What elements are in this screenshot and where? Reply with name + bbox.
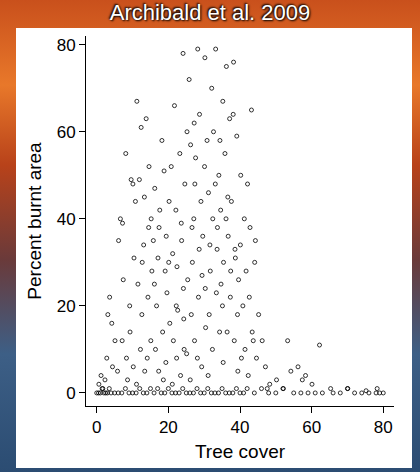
svg-text:20: 20 — [159, 418, 178, 437]
svg-text:Percent burnt area: Percent burnt area — [24, 142, 45, 300]
svg-text:40: 40 — [231, 418, 250, 437]
svg-text:Tree cover: Tree cover — [195, 441, 286, 462]
svg-text:0: 0 — [66, 384, 75, 403]
svg-text:40: 40 — [57, 210, 76, 229]
html-text:Archibald et al. 2009: Archibald et al. 2009 — [109, 0, 311, 25]
svg-text:60: 60 — [302, 418, 321, 437]
svg-text:60: 60 — [57, 123, 76, 142]
svg-text:20: 20 — [57, 297, 76, 316]
svg-text:80: 80 — [57, 36, 76, 55]
svg-text:80: 80 — [374, 418, 393, 437]
svg-text:0: 0 — [92, 418, 101, 437]
